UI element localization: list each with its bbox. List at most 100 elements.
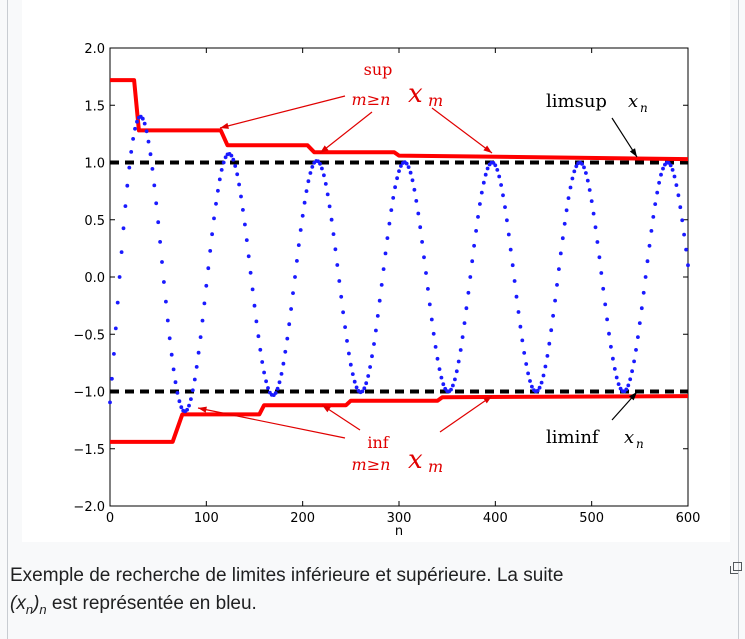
y-tick-label: 2.0 bbox=[84, 42, 105, 57]
sequence-point bbox=[557, 267, 561, 271]
sequence-point bbox=[439, 375, 444, 380]
sequence-point bbox=[659, 172, 663, 177]
sequence-point bbox=[298, 228, 303, 232]
sequence-point bbox=[208, 249, 213, 253]
sup-arrow-1 bbox=[219, 95, 346, 129]
sequence-point bbox=[589, 199, 594, 204]
inf-arrow-1-head bbox=[198, 406, 207, 413]
sequence-point bbox=[558, 251, 563, 256]
y-tick-label: 1.5 bbox=[84, 99, 105, 114]
sequence-point bbox=[399, 164, 403, 168]
sequence-point bbox=[343, 325, 347, 329]
sequence-point bbox=[437, 367, 442, 371]
sup-arrow-2 bbox=[319, 111, 373, 154]
sequence-point bbox=[408, 170, 413, 175]
sequence-point bbox=[518, 324, 523, 329]
sequence-point bbox=[287, 322, 292, 327]
sequence-point bbox=[653, 202, 658, 207]
sequence-point bbox=[283, 349, 288, 354]
sequence-point bbox=[657, 180, 661, 185]
sup-envelope bbox=[110, 78, 689, 162]
enlarge-icon[interactable] bbox=[730, 562, 742, 574]
sequence-point bbox=[435, 356, 440, 361]
envelope-lines bbox=[110, 78, 689, 444]
sequence-point bbox=[310, 165, 315, 169]
limsup-x: x bbox=[628, 91, 638, 112]
sequence-point bbox=[499, 183, 503, 187]
x-tick-label: 0 bbox=[106, 511, 114, 526]
x-tick-label: 200 bbox=[290, 511, 315, 526]
inf-x-sub: m bbox=[428, 457, 443, 476]
sequence-point bbox=[156, 220, 161, 225]
sequence-point bbox=[634, 348, 638, 352]
sequence-point bbox=[636, 335, 640, 339]
y-tick-label: 0.0 bbox=[84, 271, 105, 286]
sequence-point bbox=[661, 166, 665, 171]
sequence-point bbox=[333, 247, 338, 252]
inf-arrow-2-head bbox=[322, 405, 331, 413]
sequence-point bbox=[131, 137, 136, 141]
sequence-point bbox=[179, 405, 184, 410]
sequence-point bbox=[501, 193, 505, 198]
sup-arrow-3-head bbox=[483, 145, 492, 153]
sequence-point bbox=[210, 232, 215, 237]
sequence-point bbox=[420, 240, 424, 244]
sequence-point bbox=[543, 364, 548, 369]
sequence-point bbox=[601, 286, 606, 291]
sequence-point bbox=[426, 287, 430, 291]
caption-sequence: (xn)n bbox=[10, 593, 47, 617]
sequence-point bbox=[599, 271, 604, 275]
sequence-point bbox=[129, 150, 134, 154]
sequence-point bbox=[185, 407, 190, 412]
sequence-point bbox=[549, 328, 554, 333]
sequence-point bbox=[117, 275, 122, 279]
sequence-point bbox=[474, 229, 478, 233]
sequence-point bbox=[505, 218, 509, 223]
sequence-point bbox=[113, 326, 118, 331]
sequence-point bbox=[337, 279, 342, 283]
sequence-point bbox=[347, 351, 351, 356]
sequence-point bbox=[647, 243, 652, 248]
sequence-point bbox=[616, 382, 621, 386]
sequence-point bbox=[135, 119, 139, 124]
sequence-point bbox=[320, 166, 324, 171]
sequence-point bbox=[472, 243, 476, 248]
sequence-point bbox=[406, 165, 411, 170]
sequence-point bbox=[582, 165, 586, 170]
sequence-point bbox=[246, 254, 251, 259]
sequence-point bbox=[449, 387, 453, 392]
liminf-x: x bbox=[624, 427, 634, 448]
sequence-point bbox=[189, 397, 193, 401]
sequence-point bbox=[680, 218, 685, 223]
y-tick-label: −0.5 bbox=[73, 328, 105, 343]
sequence-point bbox=[256, 334, 261, 339]
sequence-point bbox=[522, 351, 527, 355]
y-tick-label: −2.0 bbox=[73, 500, 105, 515]
sequence-point bbox=[200, 318, 205, 323]
sequence-point bbox=[119, 250, 124, 255]
sequence-point bbox=[385, 236, 390, 241]
sequence-point bbox=[541, 373, 546, 378]
sequence-point bbox=[237, 182, 242, 187]
sequence-point bbox=[219, 168, 224, 172]
sup-subscript: m≥n bbox=[352, 90, 391, 109]
sequence-point bbox=[483, 172, 488, 177]
sequence-point bbox=[555, 283, 559, 287]
sequence-point bbox=[194, 365, 199, 369]
sequence-point bbox=[133, 126, 137, 131]
sequence-point bbox=[429, 317, 434, 322]
sequence-point bbox=[214, 201, 218, 206]
sequence-point bbox=[152, 183, 157, 188]
sequence-point bbox=[281, 361, 286, 366]
sequence-point bbox=[591, 211, 596, 216]
sequence-point bbox=[177, 399, 182, 404]
sequence-point bbox=[206, 266, 211, 271]
sequence-point bbox=[547, 341, 552, 346]
sequence-point bbox=[611, 356, 615, 361]
sequence-point bbox=[216, 188, 220, 193]
limsup-label: limsup bbox=[546, 91, 607, 112]
sequence-point bbox=[296, 243, 301, 248]
sequence-point bbox=[364, 381, 369, 386]
sequence-point bbox=[273, 391, 278, 395]
sequence-point bbox=[595, 240, 600, 244]
